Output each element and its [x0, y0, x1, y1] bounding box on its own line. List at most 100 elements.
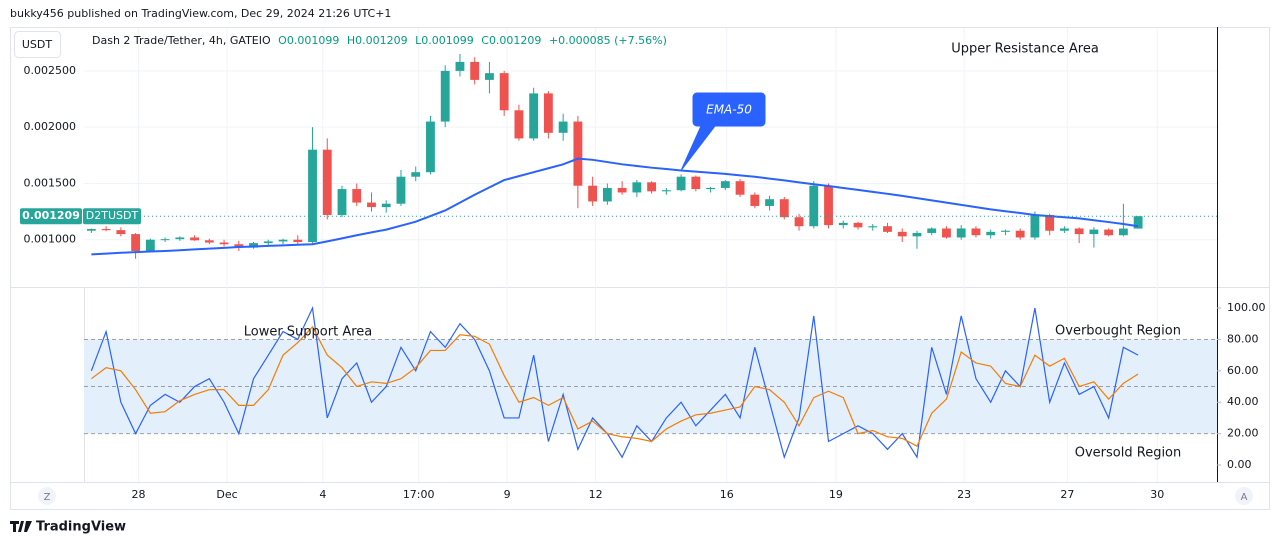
candle-body [455, 61, 465, 71]
candle-body [691, 176, 701, 190]
ohlc-key: H [346, 34, 356, 47]
candle-body [101, 229, 111, 231]
timezone-label[interactable]: Z [44, 492, 51, 503]
candle-body [1104, 229, 1114, 236]
grid-layer [84, 28, 1217, 482]
candle-body [779, 199, 789, 218]
y-tick-label: 0.001500 [24, 176, 77, 189]
candle-body [190, 237, 199, 241]
ohlc-value: 0.001099 [421, 34, 474, 47]
x-tick-label: 27 [1060, 488, 1074, 501]
x-tick-label: 28 [132, 488, 146, 501]
candle-body [824, 185, 833, 226]
x-tick-label: 19 [829, 488, 843, 501]
candle-body [720, 181, 730, 188]
candle-body [249, 243, 258, 248]
candle-body [337, 189, 347, 215]
x-tick-label: 23 [957, 488, 971, 501]
candle-body [853, 222, 863, 228]
candle-body [1030, 214, 1040, 238]
candle-body [86, 229, 96, 231]
y-tick-label: 100.00 [1227, 301, 1266, 314]
candle-body [868, 226, 878, 228]
candle-body [1133, 216, 1143, 229]
candle-body [131, 234, 141, 251]
x-tick-label: 12 [589, 488, 603, 501]
symbol-title: Dash 2 Trade/Tether, 4h, GATEIO [92, 34, 271, 47]
y-tick-label: 0.002000 [24, 120, 77, 133]
candle-body [381, 203, 391, 208]
candle-body [735, 181, 745, 195]
candle-body [588, 185, 598, 202]
x-tick-label: 17:00 [403, 488, 435, 501]
y-tick-label: 40.00 [1227, 395, 1259, 408]
ohlc-high: H0.001209 [347, 34, 408, 47]
candle-body [1015, 230, 1025, 238]
ohlc-value: 0.001209 [488, 34, 542, 47]
x-tick-label: 4 [319, 488, 326, 501]
ema-callout [680, 92, 766, 171]
candle-body [573, 121, 583, 186]
candle-body [971, 228, 981, 236]
candle-body [219, 242, 229, 245]
candle-body [263, 241, 273, 244]
symbol-badge-label: D2TUSDT [86, 209, 139, 222]
candle-body [175, 237, 185, 240]
ohlc-key: O [278, 34, 287, 47]
y-tick-label: 0.001000 [24, 233, 77, 246]
candle-body [558, 121, 568, 133]
candle-body [617, 187, 627, 193]
candle-body [661, 190, 671, 192]
ema-label: EMA-50 [706, 103, 752, 117]
x-tick-label: Dec [216, 488, 237, 501]
candle-body [278, 239, 288, 242]
ohlc-value: 0.001099 [286, 34, 340, 47]
x-tick-label: 9 [504, 488, 511, 501]
candle-body [426, 121, 435, 173]
x-tick-label: 16 [720, 488, 734, 501]
candle-body [529, 93, 539, 139]
candle-body [809, 185, 819, 227]
publish-info: bukky456 published on TradingView.com, D… [10, 7, 391, 20]
y-tick-label: 20.00 [1227, 427, 1259, 440]
x-tick-label: 30 [1150, 488, 1164, 501]
y-tick-label: 60.00 [1227, 364, 1259, 377]
ohlc-close: C0.001209 [481, 34, 541, 47]
currency-button[interactable] [14, 31, 61, 58]
auto-scale-button[interactable] [1235, 487, 1253, 505]
timezone-button[interactable] [38, 487, 56, 505]
ohlc-value: 0.001209 [355, 34, 408, 47]
candle-body [602, 187, 612, 202]
candle-body [308, 149, 317, 242]
candle-body [942, 228, 951, 238]
legend-row: Dash 2 Trade/Tether, 4h, GATEIO O0.00109… [92, 34, 667, 47]
band-fill [84, 339, 1217, 434]
candle-body [647, 182, 657, 192]
currency-label[interactable]: USDT [22, 38, 53, 51]
candle-body [411, 172, 421, 177]
oscillator-line [91, 325, 1139, 448]
candle-body [499, 73, 509, 111]
candle-body [234, 244, 244, 248]
price-badge [20, 208, 82, 225]
ohlc-open: O0.001099 [278, 34, 339, 47]
ohlc-key: L [415, 34, 422, 47]
candle-body [912, 232, 922, 237]
price-badge-label: 0.001209 [22, 209, 80, 222]
candle-body [927, 228, 937, 233]
candle-body [956, 228, 966, 238]
candle-body [116, 230, 126, 235]
candle-body [1059, 228, 1069, 231]
brand-name: TradingView [36, 520, 126, 535]
candle-body [440, 70, 450, 122]
candle-body [160, 239, 170, 241]
candle-body [1001, 230, 1010, 232]
candle-body [838, 222, 848, 226]
ema-line [91, 157, 1139, 256]
candle-body [514, 110, 524, 139]
candle-body [750, 194, 760, 206]
y-tick-label: 80.00 [1227, 332, 1259, 345]
symbol-badge [83, 208, 141, 225]
auto-scale-label[interactable]: A [1241, 492, 1248, 503]
